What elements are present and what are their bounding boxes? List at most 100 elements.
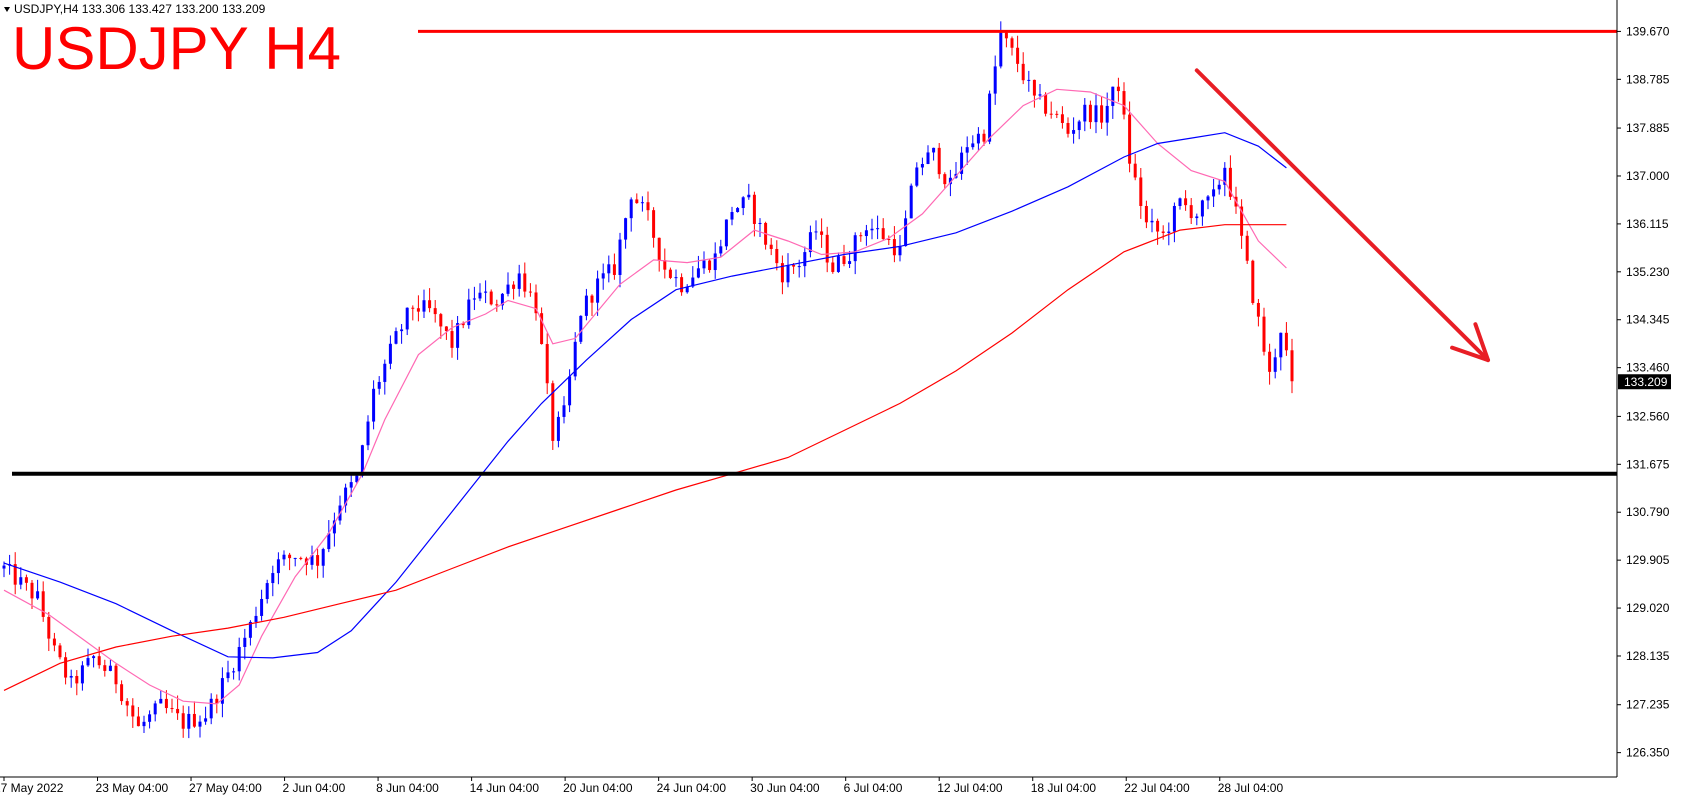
candle-bull — [254, 615, 258, 622]
time-tick-label: 24 Jun 04:00 — [657, 781, 727, 795]
candle-bull — [332, 520, 336, 534]
candle-bull — [808, 232, 812, 253]
candle-bear — [24, 577, 28, 583]
candle-bear — [411, 307, 415, 309]
candle-bull — [108, 665, 112, 671]
candle-bull — [92, 656, 96, 659]
candle-bull — [948, 177, 952, 185]
candle-bull — [1150, 220, 1154, 223]
candle-bear — [1060, 114, 1064, 123]
time-tick-label: 27 May 04:00 — [189, 781, 262, 795]
candle-bull — [260, 599, 264, 616]
candle-bull — [327, 533, 331, 550]
price-tick-label: 135.230 — [1626, 265, 1670, 279]
candle-bull — [1223, 167, 1227, 185]
candle-bear — [612, 264, 616, 275]
candle-bull — [153, 703, 157, 715]
candle-bull — [629, 199, 633, 219]
candle-bull — [747, 194, 751, 198]
candle-bear — [1066, 122, 1070, 134]
candle-bear — [164, 698, 168, 709]
candle-bull — [624, 218, 628, 240]
candle-bull — [719, 246, 723, 254]
candle-bear — [1256, 302, 1260, 317]
price-tick-label: 127.235 — [1626, 698, 1670, 712]
candle-bear — [1049, 113, 1053, 115]
candle-bull — [579, 315, 583, 342]
candle-bull — [696, 268, 700, 278]
candle-bear — [125, 701, 129, 706]
price-tick-label: 132.560 — [1626, 409, 1670, 423]
candle-bear — [1156, 220, 1160, 232]
candle-bull — [1027, 79, 1031, 81]
candle-bear — [1122, 91, 1126, 115]
candle-bull — [713, 253, 717, 271]
candle-bull — [226, 672, 230, 679]
candle-bear — [450, 331, 454, 348]
candle-bull — [243, 637, 247, 647]
time-tick-label: 20 Jun 04:00 — [563, 781, 633, 795]
candle-bull — [19, 577, 23, 585]
candle-bull — [904, 218, 908, 247]
candle-bear — [1055, 113, 1059, 115]
candle-bear — [590, 295, 594, 303]
candle-bear — [635, 199, 639, 204]
candle-bull — [198, 721, 202, 727]
candle-bear — [1251, 260, 1255, 303]
candle-bull — [640, 202, 644, 204]
candle-bull — [1077, 121, 1081, 131]
candle-bull — [1072, 130, 1076, 134]
candle-bull — [148, 714, 152, 722]
symbol-dropdown-icon[interactable] — [4, 7, 10, 12]
plot-area[interactable] — [2, 21, 1618, 739]
price-axis: 139.670 138.785 137.885 137.000 136.115 135.2… — [1616, 0, 1670, 777]
candle-bull — [836, 256, 840, 272]
candle-bull — [394, 331, 398, 344]
candle-bull — [758, 222, 762, 224]
candle-bull — [1195, 216, 1199, 219]
candle-bear — [1240, 206, 1244, 236]
candle-bull — [500, 293, 504, 306]
candle-bear — [299, 557, 303, 559]
candle-bull — [965, 147, 969, 153]
price-tick-label: 138.785 — [1626, 72, 1670, 86]
candle-bull — [926, 152, 930, 164]
candle-bull — [232, 671, 236, 673]
candle-bull — [484, 291, 488, 293]
candle-bull — [2, 565, 6, 569]
candle-bull — [1206, 196, 1210, 201]
candle-bull — [1217, 184, 1221, 190]
candle-bull — [472, 298, 476, 300]
candle-bear — [1144, 205, 1148, 223]
candle-bull — [360, 445, 364, 476]
price-tick-label: 139.670 — [1626, 24, 1670, 38]
candle-bull — [506, 284, 510, 294]
candle-bear — [982, 133, 986, 142]
candle-bull — [741, 197, 745, 209]
candle-bull — [344, 487, 348, 506]
candle-bear — [937, 147, 941, 175]
candle-bull — [898, 246, 902, 256]
candle-bear — [288, 554, 292, 559]
candle-bull — [388, 343, 392, 364]
candle-bull — [1083, 104, 1087, 122]
candle-bear — [820, 231, 824, 235]
candle-bull — [271, 573, 275, 584]
candle-bull — [848, 261, 852, 264]
candle-bear — [663, 260, 667, 270]
candle-bull — [730, 212, 734, 220]
candle-bear — [680, 277, 684, 293]
candle-bear — [1161, 231, 1165, 233]
candle-bear — [881, 228, 885, 239]
moving-average-line-2 — [3, 132, 1287, 659]
candle-bear — [1021, 63, 1025, 81]
price-tick-label: 134.345 — [1626, 313, 1670, 327]
candle-bull — [988, 93, 992, 142]
candle-bear — [176, 708, 180, 714]
candle-bear — [1189, 205, 1193, 219]
candle-bull — [36, 591, 40, 599]
candle-bear — [668, 269, 672, 278]
candle-bull — [797, 266, 801, 268]
candle-bear — [1268, 351, 1272, 372]
candle-bear — [1245, 235, 1249, 261]
